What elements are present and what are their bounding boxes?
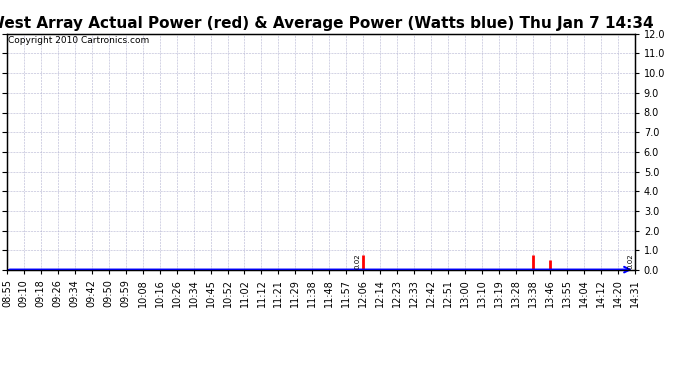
Text: 0.02: 0.02 — [354, 253, 360, 268]
Text: 0.02: 0.02 — [627, 253, 633, 268]
Title: West Array Actual Power (red) & Average Power (Watts blue) Thu Jan 7 14:34: West Array Actual Power (red) & Average … — [0, 16, 653, 31]
Text: Copyright 2010 Cartronics.com: Copyright 2010 Cartronics.com — [8, 36, 150, 45]
